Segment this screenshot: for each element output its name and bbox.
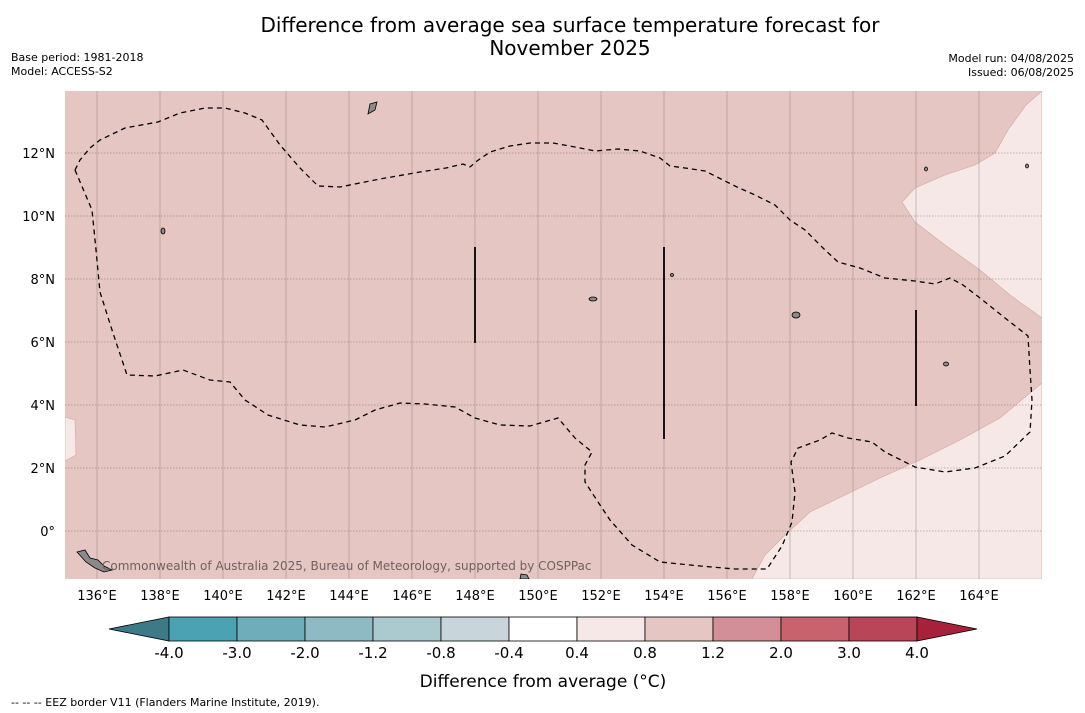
lat-label: 12°N — [22, 147, 55, 162]
lon-label: 136°E — [77, 589, 117, 604]
boundary-lines — [474, 247, 917, 439]
latitude-labels: 12°N 10°N 8°N 6°N 4°N 2°N 0° — [22, 147, 55, 540]
lon-label: 160°E — [833, 589, 873, 604]
map-area: Commonwealth of Australia 2025, Bureau o… — [65, 91, 1042, 579]
title-line-2: November 2025 — [489, 36, 651, 60]
lon-label: 158°E — [770, 589, 810, 604]
lon-label: 164°E — [959, 589, 999, 604]
island-far-east — [1025, 163, 1029, 169]
anomaly-fill-west — [65, 416, 77, 462]
base-period-text: Base period: 1981-2018 — [11, 51, 144, 64]
colorbar-segments — [108, 616, 978, 642]
lat-label: 8°N — [31, 273, 56, 288]
longitude-labels: 136°E 138°E 140°E 142°E 144°E 146°E 148°… — [77, 589, 999, 604]
lon-label: 144°E — [329, 589, 369, 604]
lon-label: 156°E — [707, 589, 747, 604]
island-center-2 — [670, 273, 674, 277]
lon-label: 140°E — [203, 589, 243, 604]
lon-label: 146°E — [392, 589, 432, 604]
colorbar-label: 4.0 — [905, 644, 929, 662]
colorbar-segment — [168, 616, 238, 642]
colorbar-label: 1.2 — [701, 644, 725, 662]
colorbar-label: -2.0 — [290, 644, 319, 662]
island-northeast — [924, 166, 928, 172]
meta-left: Base period: 1981-2018 Model: ACCESS-S2 — [11, 51, 143, 79]
lat-label: 6°N — [31, 336, 56, 351]
colorbar-label: 0.8 — [633, 644, 657, 662]
lon-label: 154°E — [644, 589, 684, 604]
colorbar-arrow-high — [916, 616, 978, 642]
colorbar: -4.0 -3.0 -2.0 -1.2 -0.8 -0.4 0.4 0.8 1.… — [108, 616, 978, 692]
lon-label: 162°E — [896, 589, 936, 604]
colorbar-title: Difference from average (°C) — [420, 672, 667, 692]
islands — [76, 101, 1029, 579]
colorbar-label: 3.0 — [837, 644, 861, 662]
map-title: Difference from average sea surface temp… — [200, 14, 940, 60]
lon-label: 142°E — [266, 589, 306, 604]
model-run-text: Model run: 04/08/2025 — [948, 52, 1074, 65]
island-south-2 — [519, 573, 530, 579]
colorbar-segment — [848, 616, 918, 642]
island-center-1 — [588, 296, 598, 302]
lon-label: 138°E — [140, 589, 180, 604]
colorbar-labels: -4.0 -3.0 -2.0 -1.2 -0.8 -0.4 0.4 0.8 1.… — [154, 644, 929, 662]
island-east-1 — [791, 311, 801, 319]
issued-text: Issued: 06/08/2025 — [967, 66, 1074, 79]
island-west-1 — [160, 227, 166, 235]
lat-label: 2°N — [31, 462, 56, 477]
lat-label: 4°N — [31, 399, 56, 414]
colorbar-label: -4.0 — [154, 644, 183, 662]
island-east-2 — [943, 361, 949, 367]
colorbar-segment — [644, 616, 714, 642]
colorbar-segment — [304, 616, 374, 642]
lon-label: 150°E — [518, 589, 558, 604]
colorbar-label: 0.4 — [565, 644, 589, 662]
colorbar-label: 2.0 — [769, 644, 793, 662]
colorbar-arrow-low — [108, 616, 170, 642]
colorbar-segment — [576, 616, 646, 642]
eez-footnote: -- -- -- EEZ border V11 (Flanders Marine… — [11, 696, 320, 709]
colorbar-segment — [508, 616, 578, 642]
eez-border-fsm — [74, 142, 1033, 570]
lat-label: 10°N — [22, 210, 55, 225]
colorbar-label: -1.2 — [358, 644, 387, 662]
lon-label: 148°E — [455, 589, 495, 604]
meta-right: Model run: 04/08/2025 Issued: 06/08/2025 — [948, 52, 1074, 80]
anomaly-fill-southeast — [751, 382, 1042, 579]
colorbar-label: -0.8 — [426, 644, 455, 662]
colorbar-segment — [236, 616, 306, 642]
lon-label: 152°E — [581, 589, 621, 604]
copyright-text: Commonwealth of Australia 2025, Bureau o… — [102, 559, 592, 573]
colorbar-segment — [372, 616, 442, 642]
island-palau — [367, 101, 378, 115]
colorbar-segment — [440, 616, 510, 642]
model-text: Model: ACCESS-S2 — [11, 65, 113, 78]
island-south-1 — [76, 549, 114, 573]
title-line-1: Difference from average sea surface temp… — [260, 13, 880, 37]
anomaly-fill-northeast — [901, 91, 1042, 319]
colorbar-label: -0.4 — [494, 644, 523, 662]
eez-border-palau — [74, 107, 471, 188]
lat-label: 0° — [40, 525, 55, 540]
colorbar-label: -3.0 — [222, 644, 251, 662]
latitude-gridlines — [65, 152, 1042, 532]
colorbar-segment — [780, 616, 850, 642]
colorbar-segment — [712, 616, 782, 642]
